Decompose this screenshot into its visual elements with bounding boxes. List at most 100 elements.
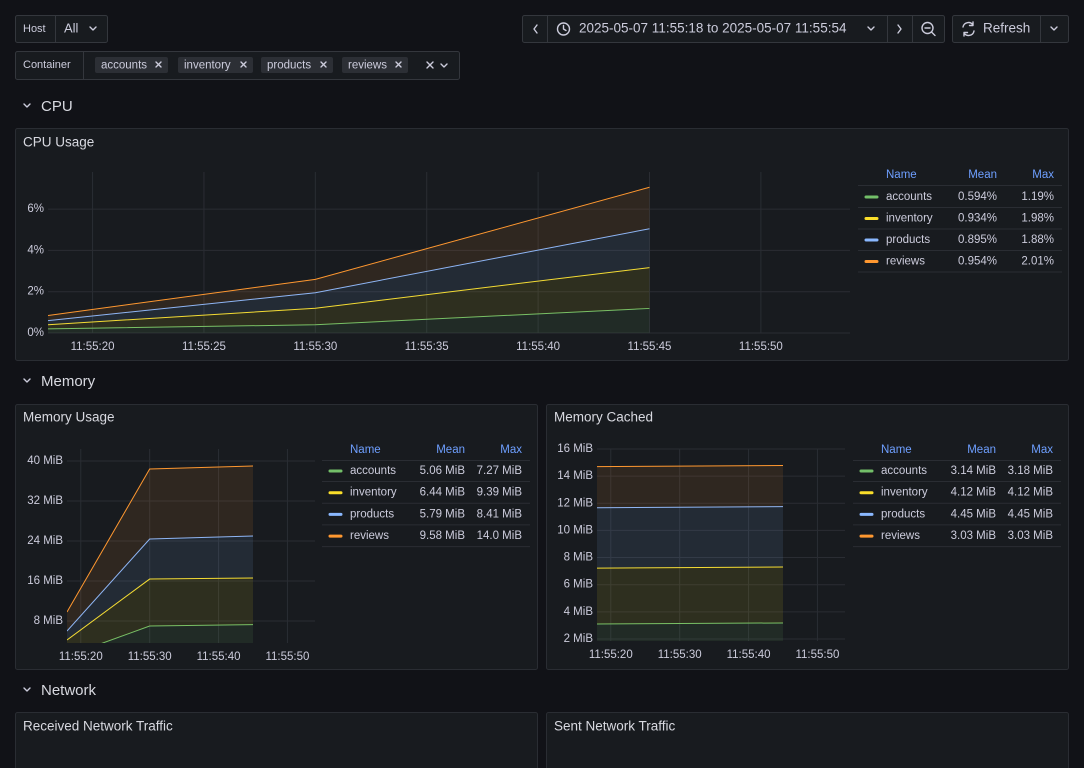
area-fill: [67, 465, 253, 631]
chevron[interactable]: [440, 63, 448, 68]
panel: [15, 128, 1069, 361]
section-row[interactable]: Network: [23, 682, 97, 699]
chart: CPU Usage 0% 2% 4% 6% 11:55:20 11:55:25 11:55:3…: [23, 135, 1062, 353]
legend-name: reviews: [886, 256, 925, 268]
x-tick-label: 11:55:40: [197, 651, 241, 663]
series-line: [597, 506, 784, 509]
legend-max: 3.03 MiB: [1008, 530, 1054, 542]
plot-area: [597, 465, 784, 641]
legend-row[interactable]: products 4.45 MiB 4.45 MiB: [853, 508, 1061, 526]
chart: Memory Usage 8 MiB 16 MiB 24 MiB 32 MiB 40 Mi…: [23, 410, 530, 663]
series-line: [597, 622, 784, 625]
chip-remove: [395, 61, 402, 68]
legend-name: products: [881, 508, 925, 520]
x-tick-label: 11:55:30: [293, 341, 337, 353]
chip-remove: [320, 61, 327, 68]
y-tick-label: 4 MiB: [564, 606, 594, 618]
series-line: [48, 307, 650, 330]
area-fill: [48, 267, 650, 329]
panel: [546, 404, 1069, 670]
y-tick-label: 8 MiB: [564, 552, 594, 564]
x-tick-label: 11:55:30: [658, 649, 702, 661]
legend-row[interactable]: reviews 0.954% 2.01%: [858, 256, 1062, 273]
legend-name: reviews: [881, 530, 920, 542]
legend-row[interactable]: accounts 5.06 MiB 7.27 MiB: [322, 465, 530, 482]
x-tick-label: 11:55:30: [128, 651, 172, 663]
x-tick-label: 11:55:45: [628, 341, 672, 353]
legend-row[interactable]: inventory 4.12 MiB 4.12 MiB: [853, 487, 1061, 504]
series-line: [67, 465, 254, 613]
refresh-button[interactable]: Refresh: [952, 15, 1069, 43]
area-fill: [597, 465, 783, 508]
legend-max: 7.27 MiB: [477, 465, 523, 477]
legend-mean: 5.06 MiB: [420, 465, 466, 477]
legend-max: 3.18 MiB: [1008, 465, 1054, 477]
container-label: Container: [23, 59, 71, 71]
y-tick-label: 0%: [27, 327, 44, 339]
legend-row[interactable]: products 0.895% 1.88%: [858, 234, 1062, 251]
y-tick-label: 12 MiB: [557, 497, 593, 509]
legend-header: Max: [1031, 444, 1053, 456]
container-chip[interactable]: accounts: [95, 57, 168, 73]
panel-title: Received Network Traffic: [23, 719, 173, 734]
section-row[interactable]: CPU: [23, 98, 73, 115]
legend-name: products: [886, 234, 930, 246]
x-tick-label: 11:55:50: [795, 649, 839, 661]
legend-row[interactable]: reviews 3.03 MiB 3.03 MiB: [853, 530, 1061, 548]
legend-max: 4.45 MiB: [1008, 508, 1054, 520]
zoom-out-button[interactable]: [921, 21, 936, 37]
legend-header: Name: [881, 444, 912, 456]
y-tick-label: 32 MiB: [27, 495, 63, 507]
legend-row[interactable]: accounts 3.14 MiB 3.18 MiB: [853, 465, 1061, 482]
legend-max: 9.39 MiB: [477, 487, 523, 499]
legend-row[interactable]: products 5.79 MiB 8.41 MiB: [322, 508, 530, 526]
series-line: [597, 566, 784, 569]
area-fill: [102, 624, 253, 643]
legend-mean: 0.954%: [958, 256, 997, 268]
legend-name: inventory: [886, 213, 933, 225]
container-chip[interactable]: products: [261, 57, 333, 73]
legend-name: products: [350, 508, 394, 520]
legend-header: Mean: [436, 444, 465, 456]
container-chip[interactable]: reviews: [342, 57, 408, 73]
x-tick-label: 11:55:20: [589, 649, 633, 661]
legend-mean: 3.03 MiB: [951, 530, 997, 542]
section-row[interactable]: Memory: [23, 373, 96, 390]
legend-mean: 4.45 MiB: [951, 508, 997, 520]
y-tick-label: 16 MiB: [27, 575, 63, 587]
legend-header: Max: [500, 444, 522, 456]
series-line: [597, 465, 784, 468]
legend-name: inventory: [881, 487, 928, 499]
panel-title: Sent Network Traffic: [554, 719, 676, 734]
chevron[interactable]: [1050, 26, 1058, 31]
time-range-picker[interactable]: 2025-05-07 11:55:18 to 2025-05-07 11:55:…: [556, 21, 875, 36]
legend-row[interactable]: inventory 0.934% 1.98%: [858, 213, 1062, 230]
area-fill: [597, 622, 783, 641]
legend: Name Mean Max accounts 3.14 MiB 3.18 MiB inven…: [853, 444, 1061, 548]
host-variable[interactable]: Host All: [15, 15, 108, 43]
host-value: All: [64, 20, 79, 35]
y-tick-label: 24 MiB: [27, 535, 63, 547]
legend-row[interactable]: inventory 6.44 MiB 9.39 MiB: [322, 487, 530, 504]
container-chip[interactable]: inventory: [178, 57, 253, 73]
area-fill: [48, 228, 650, 325]
clear-icon[interactable]: [426, 61, 434, 69]
section-title: Network: [41, 682, 97, 699]
legend-max: 4.12 MiB: [1008, 487, 1054, 499]
x-tick-label: 11:55:25: [182, 341, 226, 353]
chip-label: accounts: [101, 60, 147, 72]
legend-mean: 4.12 MiB: [951, 487, 997, 499]
legend-row[interactable]: accounts 0.594% 1.19%: [858, 191, 1062, 208]
next-button[interactable]: [897, 24, 902, 34]
panel-title: Memory Cached: [554, 410, 653, 425]
legend-header: Max: [1032, 169, 1054, 181]
container-variable[interactable]: Container accounts inventory products revie…: [15, 51, 460, 80]
legend-row[interactable]: reviews 9.58 MiB 14.0 MiB: [322, 530, 530, 548]
legend-max: 1.98%: [1021, 213, 1054, 225]
series-line: [48, 186, 650, 316]
area-fill: [67, 578, 253, 643]
chart: Memory Cached 2 MiB 4 MiB 6 MiB 8 MiB 10 MiB 1…: [554, 410, 1061, 661]
x-tick-label: 11:55:50: [739, 341, 783, 353]
prev-button[interactable]: [533, 24, 538, 34]
